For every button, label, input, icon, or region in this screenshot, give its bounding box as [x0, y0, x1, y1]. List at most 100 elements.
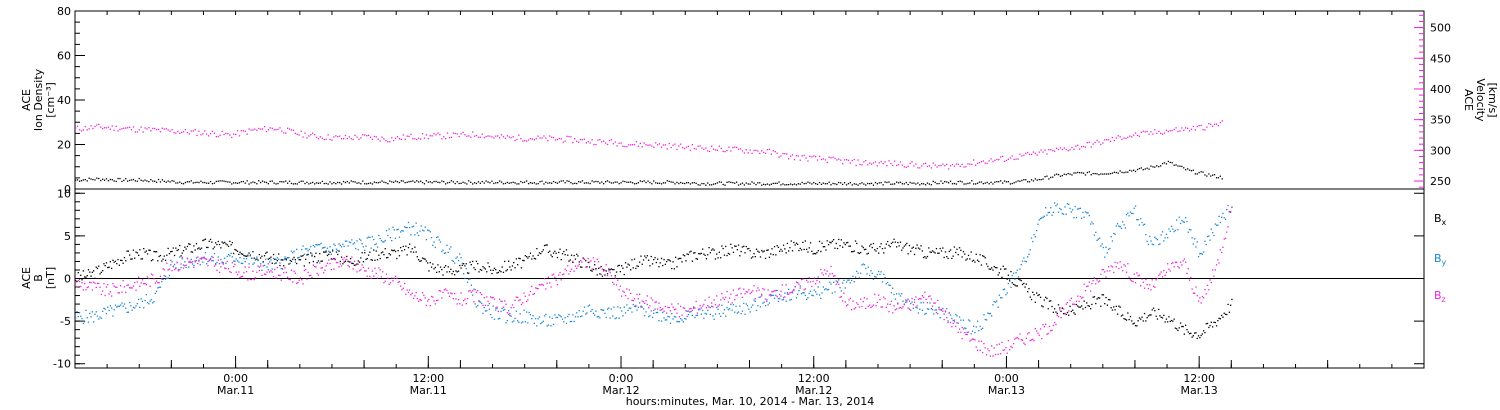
- bz-series-point: [226, 260, 228, 263]
- bx-series-point: [540, 253, 542, 255]
- velocity-series-point: [606, 143, 609, 146]
- bx-series-point: [730, 243, 732, 245]
- velocity-series-point: [113, 129, 115, 131]
- bx-series-point: [912, 246, 914, 248]
- bx-series-point: [197, 248, 199, 250]
- by-series-point: [1142, 224, 1144, 226]
- bz-series-point: [215, 264, 217, 266]
- bx-series-point: [1201, 333, 1203, 335]
- bz-series-point: [1096, 279, 1098, 281]
- bx-series-point: [869, 245, 871, 247]
- velocity-axis-title-line1: ACE: [1462, 89, 1475, 111]
- density-series-point: [818, 181, 821, 184]
- bx-series-point: [803, 248, 805, 251]
- bx-series-point: [979, 254, 981, 256]
- density-series-point: [231, 183, 233, 185]
- by-series-point: [712, 315, 714, 317]
- density-series-point: [899, 181, 902, 183]
- density-series-point: [1021, 179, 1023, 182]
- bz-series-point: [468, 290, 470, 292]
- bz-series-point: [942, 310, 944, 312]
- bx-series-point: [203, 239, 205, 241]
- bz-series-point: [645, 300, 647, 302]
- by-series-point: [310, 245, 312, 248]
- by-series-point: [599, 317, 601, 319]
- bz-series-point: [592, 257, 595, 259]
- velocity-series-point: [919, 167, 921, 169]
- bx-series-point: [970, 251, 972, 253]
- bz-series-point: [1218, 262, 1220, 264]
- velocity-series-point: [323, 138, 325, 141]
- density-series-point: [493, 182, 495, 185]
- density-series-point: [393, 181, 395, 183]
- velocity-series-point: [1025, 152, 1027, 154]
- bz-series-point: [671, 303, 673, 305]
- density-series-point: [591, 180, 593, 182]
- by-series-point: [1083, 216, 1085, 218]
- bz-series-point: [397, 281, 399, 283]
- bz-series-point: [654, 301, 656, 303]
- bx-series-point: [884, 247, 886, 249]
- bz-series-point: [1093, 277, 1096, 279]
- bx-series-point: [1185, 324, 1187, 326]
- by-series-point: [854, 276, 857, 278]
- velocity-series-point: [541, 137, 543, 139]
- by-series-point: [928, 308, 930, 310]
- by-series-point: [1151, 243, 1153, 245]
- density-series-point: [140, 179, 142, 181]
- velocity-series-point: [685, 146, 688, 148]
- density-series-point: [701, 182, 703, 185]
- velocity-series-point: [593, 143, 595, 146]
- x-tick-label-time: 12:00: [798, 372, 830, 385]
- bx-series-point: [711, 249, 713, 251]
- by-series-point: [1068, 203, 1070, 206]
- bz-series-point: [212, 256, 214, 259]
- bx-series-point: [905, 244, 907, 246]
- by-series-point: [1160, 234, 1162, 236]
- bx-series-point: [380, 252, 383, 254]
- velocity-series-point: [957, 163, 959, 165]
- by-series-point: [921, 309, 923, 311]
- bx-series-point: [878, 252, 880, 254]
- velocity-tick-label: 250: [1430, 175, 1451, 188]
- bx-series-point: [867, 252, 869, 254]
- x-tick-label-date: Mar.13: [988, 384, 1025, 397]
- bx-series-point: [632, 267, 634, 269]
- density-series-point: [84, 179, 86, 181]
- velocity-series-point: [1044, 149, 1046, 151]
- velocity-series-point: [1071, 146, 1073, 149]
- velocity-series-point: [244, 130, 246, 132]
- bx-series-point: [195, 243, 198, 245]
- bx-series-point: [373, 249, 375, 251]
- by-series-point: [126, 311, 128, 313]
- density-series-point: [763, 183, 765, 185]
- by-series-point: [118, 305, 120, 307]
- by-series-point: [938, 306, 940, 308]
- bz-series-point: [853, 308, 855, 310]
- bx-series-point: [1066, 311, 1069, 314]
- velocity-series-point: [275, 129, 277, 131]
- bz-series-point: [308, 275, 311, 277]
- bz-series-point: [233, 265, 235, 268]
- bx-series-point: [1187, 331, 1189, 333]
- velocity-series-point: [335, 135, 337, 137]
- bz-series-point: [746, 291, 749, 293]
- bx-series-point: [866, 253, 868, 255]
- bx-series-point: [637, 265, 639, 268]
- bx-series-point: [528, 255, 530, 258]
- velocity-series-point: [551, 136, 553, 138]
- bx-series-point: [279, 264, 281, 267]
- density-series-point: [658, 182, 661, 184]
- by-series-point: [800, 293, 803, 295]
- bx-series-point: [382, 251, 384, 253]
- density-series-point: [599, 182, 601, 184]
- by-series-point: [1145, 234, 1147, 236]
- by-series-point: [240, 262, 242, 264]
- bz-series-point: [867, 305, 869, 308]
- velocity-series-point: [1160, 132, 1162, 134]
- bx-series-point: [125, 260, 127, 262]
- density-series-point: [1013, 182, 1015, 184]
- by-series-point: [565, 322, 568, 325]
- bx-series-point: [1119, 306, 1121, 308]
- bz-series-point: [369, 275, 371, 277]
